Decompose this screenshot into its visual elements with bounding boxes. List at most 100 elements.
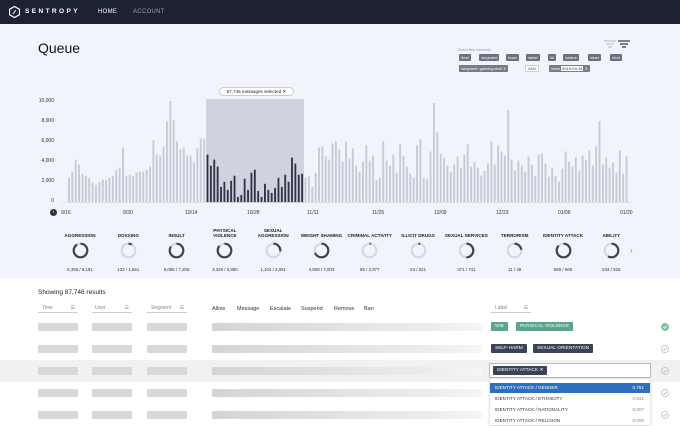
table-row[interactable] <box>0 382 680 403</box>
action-allow[interactable]: Allow <box>212 306 226 312</box>
check-circle-icon[interactable] <box>661 345 669 353</box>
chart-bar <box>118 167 121 202</box>
filter-icon[interactable] <box>618 40 630 48</box>
message-cell <box>212 411 482 419</box>
chart-bar <box>166 121 168 202</box>
table-row[interactable]: SELF-HARM SEXUAL ORIENTATION <box>0 338 680 359</box>
check-circle-icon[interactable] <box>661 411 669 419</box>
category-ability[interactable]: ABILITY 534 / 916 <box>588 227 634 272</box>
nav-home[interactable]: HOME <box>98 9 118 15</box>
chart-bar <box>432 103 435 202</box>
category-identity-attack[interactable]: IDENTITY ATTACK 580 / 665 <box>540 227 586 272</box>
category-illicit-drugs[interactable]: ILLICIT DRUGS 24 / 621 <box>395 227 441 272</box>
chart-bar <box>203 138 206 202</box>
filter-chip-id[interactable]: /id <box>548 54 557 61</box>
dropdown-option[interactable]: IDENTITY ATTACK / RELIGION 0.000 <box>490 416 650 426</box>
action-ban[interactable]: Ban <box>364 306 374 312</box>
chart-bar <box>328 159 331 202</box>
category-insult[interactable]: INSULT 6,085 / 7,206 <box>154 227 200 272</box>
chart-bar <box>470 166 473 202</box>
chevron-left-icon[interactable]: ‹ <box>50 209 57 216</box>
label-tag[interactable]: SELF-HARM <box>491 344 527 353</box>
x-tick-label: 10/28 <box>247 210 260 216</box>
label-tag[interactable]: IDENTITY ATTACK ✕ <box>493 366 548 375</box>
label-tag[interactable]: PHYSICAL VIOLENCE <box>516 322 574 331</box>
chart-bar <box>439 153 442 202</box>
sort-icon[interactable]: ☰ <box>179 305 184 311</box>
close-icon[interactable]: ✕ <box>584 66 588 71</box>
check-circle-icon[interactable] <box>661 367 669 375</box>
action-escalate[interactable]: Escalate <box>270 306 292 312</box>
category-criminal-activity[interactable]: CRIMINAL ACTIVITY 85 / 2,977 <box>347 227 393 272</box>
filter-chip-user[interactable]: /user <box>506 54 519 61</box>
active-filter-start[interactable]: /start 2019-09-16 ✕ <box>549 65 590 72</box>
close-icon[interactable]: ✕ <box>539 368 544 373</box>
user-column-label: User <box>95 305 106 311</box>
chart-bar <box>159 155 162 202</box>
category-sexual-services[interactable]: SEXUAL SERVICES 371 / 741 <box>443 227 489 272</box>
active-filter-segment[interactable]: /segment: gaming-chat ✕ <box>459 65 509 72</box>
time-column-filter[interactable]: Time ☰ <box>38 305 78 313</box>
sort-icon[interactable]: ☰ <box>523 305 528 311</box>
category-count: 3,328 / 3,880 <box>212 267 238 272</box>
label-tag[interactable]: WIE <box>491 322 509 331</box>
chart-bar <box>196 148 199 202</box>
and-operator[interactable]: AND <box>525 65 540 72</box>
selection-pill[interactable]: 87,746 messages selected ✕ <box>219 87 294 96</box>
category-doxxing[interactable]: DOXXING 133 / 1,661 <box>105 227 151 272</box>
category-name: TERRORISM <box>500 233 529 239</box>
ring-track <box>410 242 426 259</box>
action-remove[interactable]: Remove <box>334 306 355 312</box>
category-terrorism[interactable]: TERRORISM 11 / 48 <box>492 227 538 272</box>
chevron-right-icon[interactable]: › <box>630 246 633 255</box>
segment-cell <box>147 367 187 375</box>
ring-fill <box>72 242 88 259</box>
user-cell <box>92 345 132 353</box>
sort-icon[interactable]: ☰ <box>124 305 129 311</box>
dropdown-option[interactable]: IDENTITY ATTACK / GENDER 0.761 <box>490 383 650 393</box>
dropdown-option[interactable]: IDENTITY ATTACK / NATIONALITY 0.007 <box>490 405 650 415</box>
chart-bar <box>588 150 591 202</box>
check-circle-icon[interactable] <box>661 389 669 397</box>
category-ring-gauge <box>603 242 620 259</box>
filter-chip-start[interactable]: /start <box>588 54 601 61</box>
category-physical-violence[interactable]: PHYSICAL VIOLENCE 3,328 / 3,880 <box>202 227 248 272</box>
filter-chip-label[interactable]: /label <box>526 54 540 61</box>
filter-chip-status[interactable]: /status <box>563 54 579 61</box>
close-icon[interactable]: ✕ <box>282 89 287 94</box>
category-weight-shaming[interactable]: WEIGHT SHAMING 4,838 / 7,003 <box>299 227 345 272</box>
action-suspend[interactable]: Suspend <box>301 306 323 312</box>
table-row[interactable] <box>0 403 680 424</box>
chart-bar <box>375 179 378 202</box>
check-circle-icon[interactable] <box>661 323 669 331</box>
label-editor-input[interactable]: IDENTITY ATTACK ✕ <box>489 363 651 378</box>
filter-chip-text[interactable]: /text <box>459 54 471 61</box>
action-message[interactable]: Message <box>237 306 260 312</box>
table-row[interactable]: WIE PHYSICAL VIOLENCE <box>0 317 680 338</box>
segment-column-filter[interactable]: Segment ☰ <box>147 305 187 313</box>
label-tag[interactable]: SEXUAL ORIENTATION <box>533 344 594 353</box>
chart-bar <box>243 178 246 202</box>
category-sexual-aggression[interactable]: SEXUAL AGGRESSION 1,104 / 4,051 <box>250 227 296 272</box>
user-column-filter[interactable]: User ☰ <box>92 305 132 313</box>
chart-bar <box>155 154 158 202</box>
sort-icon[interactable]: ☰ <box>70 305 75 311</box>
nav-account[interactable]: ACCOUNT <box>133 9 165 15</box>
chart-bar <box>111 175 114 202</box>
table-row-selected[interactable]: IDENTITY ATTACK ✕ <box>0 360 680 382</box>
filter-chip-segment[interactable]: /segment <box>479 54 500 61</box>
label-column-filter[interactable]: Label ☰ <box>491 305 531 313</box>
chart-bar <box>304 177 307 202</box>
message-volume-chart[interactable] <box>0 0 680 230</box>
sort-icon[interactable] <box>604 40 616 48</box>
close-icon[interactable]: ✕ <box>502 66 507 71</box>
filter-chip-end[interactable]: /end <box>610 54 622 61</box>
option-score: 0.631 <box>632 396 645 401</box>
y-tick-label: 2,000 <box>41 178 54 184</box>
chart-bar <box>297 174 300 202</box>
category-ring-gauge <box>72 242 88 259</box>
chart-bar <box>598 121 601 202</box>
category-ring-gauge <box>410 242 426 259</box>
dropdown-option[interactable]: IDENTITY ATTACK / ETHNICITY 0.631 <box>490 394 650 404</box>
category-aggression[interactable]: AGGRESSION 8,355 / 9,191 <box>57 227 103 272</box>
